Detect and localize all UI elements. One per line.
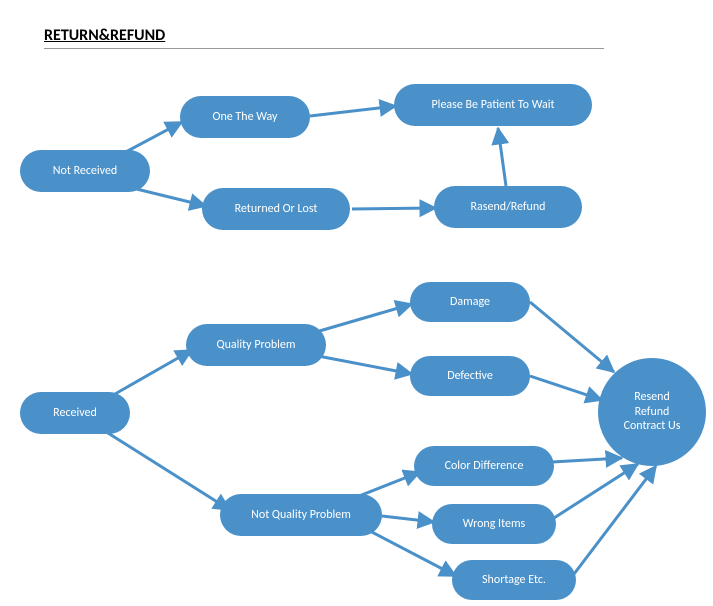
node-defective: Defective xyxy=(410,356,530,396)
diagram-title: RETURN&REFUND xyxy=(44,26,165,45)
node-rasend-refund: Rasend/Refund xyxy=(434,186,582,228)
node-not-quality: Not Quality Problem xyxy=(220,494,382,536)
edge-quality-problem-to-defective xyxy=(318,356,412,374)
edge-rasend-refund-to-please-wait xyxy=(498,128,506,186)
edge-received-to-not-quality xyxy=(100,428,230,510)
node-shortage: Shortage Etc. xyxy=(452,560,576,600)
edge-returned-or-lost-to-rasend-refund xyxy=(352,208,436,209)
node-returned-or-lost: Returned Or Lost xyxy=(202,188,350,230)
edge-defective-to-final-circle xyxy=(530,376,602,400)
node-not-received: Not Received xyxy=(20,150,150,192)
edge-received-to-quality-problem xyxy=(108,350,192,398)
title-rule xyxy=(44,48,604,49)
node-final-circle: Resend Refund Contract Us xyxy=(598,358,706,466)
edge-wrong-items-to-final-circle xyxy=(554,464,638,518)
node-please-wait: Please Be Patient To Wait xyxy=(394,84,592,126)
edge-quality-problem-to-damage xyxy=(316,304,412,332)
node-received: Received xyxy=(20,392,130,434)
node-on-the-way: One The Way xyxy=(180,96,310,138)
edge-shortage-to-final-circle xyxy=(574,466,656,574)
node-damage: Damage xyxy=(410,282,530,322)
node-color-diff: Color Difference xyxy=(414,446,554,486)
node-wrong-items: Wrong Items xyxy=(432,504,556,544)
edge-color-diff-to-final-circle xyxy=(552,458,622,462)
edge-on-the-way-to-please-wait xyxy=(310,106,396,116)
edge-damage-to-final-circle xyxy=(530,302,614,372)
node-quality-problem: Quality Problem xyxy=(186,324,326,366)
edge-not-quality-to-wrong-items xyxy=(382,516,434,522)
